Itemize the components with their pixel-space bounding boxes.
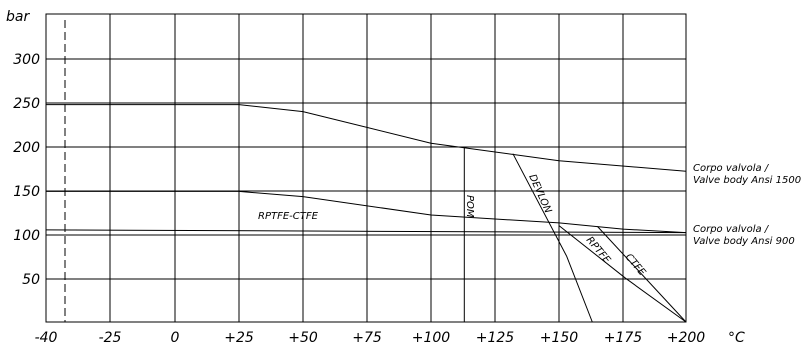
x-axis-label: °C: [728, 330, 745, 345]
grid: [45, 13, 687, 323]
x-tick-label: -40: [35, 330, 58, 345]
annotation-ansi1500-line1: Corpo valvola /: [693, 163, 770, 174]
series-line-4: [512, 153, 593, 323]
annotation-rptfe-ctfe: RPTFE-CTFE: [258, 211, 319, 222]
y-tick-label: 250: [13, 96, 40, 112]
series-line-6: [597, 226, 687, 323]
y-tick-label: 100: [13, 228, 40, 244]
annotation-pom: POM: [464, 195, 475, 218]
series-line-5: [558, 225, 687, 323]
annotation-devlon: DEVLON: [526, 173, 553, 216]
x-tick-label: 0: [171, 330, 180, 345]
y-axis-label: bar: [6, 9, 30, 25]
y-tick-label: 50: [22, 272, 40, 288]
y-tick-label: 300: [13, 52, 40, 68]
x-tick-label: +200: [667, 330, 706, 345]
series-line-2: [46, 190, 687, 234]
annotation-rptfe: RPTFE: [584, 235, 613, 266]
x-tick-label: +175: [604, 330, 643, 345]
series-lines: [45, 104, 687, 323]
x-tick-label: +25: [224, 330, 254, 345]
annotation-ctfe: CTFE: [623, 252, 648, 279]
annotation-ansi900-line2: Valve body Ansi 900: [693, 236, 795, 247]
annotation-ansi900-line1: Corpo valvola /: [693, 224, 770, 235]
plot-frame: [45, 13, 687, 323]
x-tick-label: +50: [288, 330, 318, 345]
x-tick-label: -25: [99, 330, 122, 345]
annotation-ansi1500-line2: Valve body Ansi 1500: [693, 175, 801, 186]
x-tick-label: +125: [476, 330, 515, 345]
x-tick-label: +100: [412, 330, 451, 345]
y-tick-label: 200: [13, 140, 40, 156]
y-tick-label: 150: [13, 184, 40, 200]
series-line-1: [45, 229, 687, 234]
x-tick-label: +150: [540, 330, 579, 345]
x-tick-label: +75: [352, 330, 382, 345]
series-line-0: [46, 104, 687, 172]
